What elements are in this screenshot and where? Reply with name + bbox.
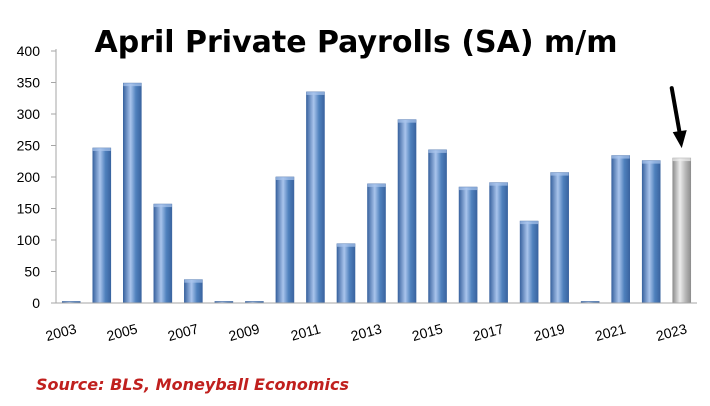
x-tick-label: 2007: [166, 320, 200, 344]
bar-2011: [306, 91, 325, 304]
bar-2017: [489, 182, 508, 304]
x-tick-label: 2015: [410, 320, 444, 344]
y-tick-label: 300: [17, 106, 41, 122]
x-tick-label: 2021: [593, 320, 627, 344]
bar-cap-2016: [459, 187, 478, 191]
bar-cap-2011: [306, 91, 325, 95]
bar-cap-2017: [489, 182, 508, 186]
bar-2013: [367, 183, 386, 304]
y-tick-label: 200: [17, 169, 41, 185]
bar-cap-2015: [428, 149, 447, 153]
x-tick-label: 2003: [44, 320, 78, 344]
bar-cap-2021: [611, 155, 630, 159]
bar-2022: [641, 160, 661, 304]
x-axis: 2003 2005 2007 2009 2011 2013 2015 2017 2019 2021…: [44, 302, 697, 344]
bar-2016: [458, 186, 478, 304]
bar-2004: [92, 147, 112, 304]
x-tick-label: 2011: [289, 320, 322, 343]
bars: [61, 82, 692, 304]
bar-cap-2018: [520, 221, 539, 225]
y-tick-label: 250: [17, 138, 41, 154]
bar-cap-2004: [92, 148, 111, 152]
bar-cap-2022: [642, 160, 661, 164]
bar-cap-2023: [672, 158, 691, 162]
arrow-shaft: [669, 86, 683, 139]
x-tick-label: 2017: [471, 320, 505, 344]
x-tick-label: 2019: [532, 320, 566, 344]
y-tick-label: 150: [17, 201, 41, 217]
arrow-head: [672, 130, 687, 149]
bar-2019: [550, 172, 569, 304]
x-tick-label: 2013: [349, 320, 383, 344]
bar-2005: [123, 82, 142, 304]
x-tick-label: 2009: [227, 320, 261, 344]
y-tick-label: 350: [17, 75, 41, 91]
bar-cap-2006: [153, 204, 172, 208]
y-tick-label: 400: [17, 43, 41, 59]
annotation: [669, 86, 687, 149]
bar-cap-2012: [336, 243, 355, 247]
bar-cap-2010: [275, 177, 294, 180]
y-tick-label: 100: [17, 232, 41, 248]
bar-2023: [672, 157, 692, 304]
bar-cap-2014: [398, 119, 417, 123]
bar-cap-2005: [123, 83, 142, 87]
bar-2007: [184, 279, 203, 304]
x-tick-label: 2023: [654, 320, 688, 344]
bar-cap-2007: [184, 279, 203, 283]
bar-2006: [153, 203, 173, 304]
y-axis: 0 50 100 150 200 250 300 350 400: [17, 43, 57, 311]
bar-2018: [519, 220, 539, 304]
chart-title: April Private Payrolls (SA) m/m: [95, 25, 618, 60]
bar-2012: [336, 243, 356, 304]
bar-2021: [611, 155, 630, 304]
bar-cap-2019: [550, 172, 569, 176]
x-tick-label: 2005: [105, 320, 139, 344]
bar-cap-2013: [367, 183, 386, 187]
bar-2014: [397, 119, 417, 304]
y-tick-label: 0: [32, 295, 40, 311]
source-note: Source: BLS, Moneyball Economics: [36, 375, 349, 394]
bar-2015: [428, 149, 447, 304]
bar-2010: [275, 176, 295, 304]
y-tick-label: 50: [24, 264, 40, 280]
